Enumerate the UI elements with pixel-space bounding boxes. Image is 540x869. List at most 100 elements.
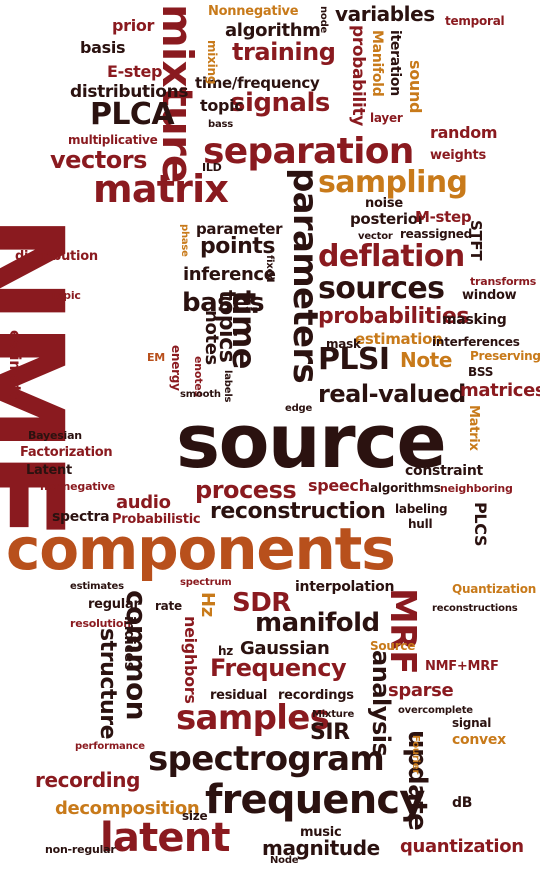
word-bass: bass — [208, 119, 234, 130]
word-probabilities: probabilities — [318, 304, 470, 329]
word-frequency: frequency — [205, 777, 425, 823]
word-hz: hz — [218, 644, 234, 658]
word-window: window — [462, 288, 517, 303]
word-ild: ILD — [202, 161, 222, 174]
word-process: process — [195, 476, 297, 504]
word-basis: basis — [80, 38, 126, 57]
word-components: components — [6, 515, 396, 583]
word-points: points — [200, 234, 276, 259]
word-recordings: recordings — [278, 688, 354, 703]
word-residual: residual — [210, 688, 268, 703]
word-sparse: sparse — [388, 680, 454, 701]
word-weights: weights — [430, 148, 486, 163]
word-analysis: analysis — [367, 650, 395, 757]
word-time-frequency: time/frequency — [195, 74, 320, 92]
word-mixture-cap: Mixture — [312, 709, 355, 720]
word-multiplicative: multiplicative — [68, 133, 158, 147]
word-reconstruction: reconstruction — [210, 499, 386, 524]
word-sources: sources — [318, 271, 445, 306]
word-interpolation: interpolation — [295, 579, 395, 595]
word-manifold: manifold — [255, 608, 380, 638]
word-transforms: transforms — [470, 275, 537, 288]
word-estimation: estimation — [355, 330, 443, 348]
word-training: training — [232, 38, 336, 66]
word-distribution: distribution — [15, 249, 98, 264]
word-source-cap: Source — [370, 639, 416, 653]
word-m-step: M-step — [415, 208, 472, 226]
word-non-regular: non-regular — [45, 843, 116, 856]
word-topic: topic — [200, 96, 244, 115]
word-signals: signals — [230, 88, 330, 118]
word-indices: indices — [121, 616, 137, 670]
word-signal: signal — [452, 716, 492, 730]
word-reassigned: reassigned — [400, 227, 473, 241]
word-plsi: PLSI — [318, 342, 390, 377]
word-resolution: resolution — [70, 617, 131, 630]
word-latent-cap: Latent — [26, 463, 72, 478]
word-note: Note — [400, 348, 453, 372]
word-frequency-cap: Frequency — [210, 654, 347, 682]
word-recording: recording — [35, 768, 141, 792]
word-mask: mask — [326, 337, 361, 351]
word-hull: hull — [408, 517, 433, 531]
word-decomposition: decomposition — [55, 798, 200, 819]
word-nonnegative: nonnegative — [40, 480, 116, 493]
word-node: node — [318, 6, 329, 34]
word-samples: samples — [176, 698, 330, 738]
word-edge: edge — [285, 403, 313, 414]
word-nonnegative-cap: Nonnegative — [208, 4, 299, 19]
word-matrices: matrices — [460, 380, 540, 401]
word-regular: regular — [88, 597, 140, 612]
word-preserving: Preserving — [470, 349, 540, 363]
word-magnitude: magnitude — [262, 836, 380, 860]
word-node-cap: Node — [270, 855, 299, 866]
word-interferences: interferences — [432, 335, 520, 349]
word-gaussian: Gaussian — [240, 638, 330, 659]
word-spectrogram: spectrogram — [148, 739, 385, 779]
word-probabilistic: Probabilistic — [112, 512, 201, 527]
word-quantization: quantization — [400, 836, 524, 857]
word-parameter: parameter — [196, 220, 283, 238]
word-noise: noise — [365, 196, 403, 211]
word-iteration: iteration — [387, 30, 403, 96]
word-hz-cap: Hz — [197, 592, 218, 617]
word-audio: audio — [116, 492, 171, 513]
word-e-step: E-step — [107, 62, 163, 81]
word-factorization: Factorization — [20, 445, 113, 460]
word-latent: latent — [100, 815, 231, 861]
word-db: dB — [452, 795, 473, 811]
word-nmf-mrf: NMF+MRF — [425, 659, 499, 674]
word-vector: vector — [358, 231, 393, 242]
word-sir: SIR — [310, 720, 350, 745]
word-constraint: constraint — [405, 463, 483, 479]
word-bases: bases — [182, 288, 265, 318]
word-plca: PLCA — [90, 97, 175, 132]
word-layer: layer — [370, 111, 403, 125]
word-estimates: estimates — [70, 581, 124, 592]
word-structure: structure — [95, 628, 120, 740]
word-distributions: distributions — [70, 82, 189, 102]
word-plcs: PLCS — [471, 502, 490, 547]
word-convex: convex — [452, 732, 506, 748]
word-em: EM — [147, 351, 166, 364]
word-spectra: spectra — [52, 509, 110, 525]
word-prior: prior — [112, 16, 155, 35]
word-fourier: Fourier — [410, 735, 421, 775]
word-parameters: parameters — [285, 168, 325, 383]
word-sampling: sampling — [318, 165, 468, 200]
word-bss: BSS — [468, 365, 494, 379]
word-matrix: matrix — [93, 167, 229, 211]
word-estimate: estimate — [6, 330, 24, 403]
word-size: size — [182, 809, 208, 823]
word-stft: STFT — [467, 220, 485, 261]
word-posterior: posterior — [350, 210, 425, 228]
word-algorithm: algorithm — [225, 20, 321, 41]
word-vectors: vectors — [50, 146, 147, 174]
word-deflation: deflation — [318, 239, 465, 274]
word-labels: labels — [222, 370, 233, 403]
word-topic-cap: Topic — [50, 289, 81, 302]
word-music: music — [300, 825, 342, 840]
word-manifold-cap: Manifold — [369, 30, 385, 97]
word-probability: probability — [348, 25, 368, 126]
